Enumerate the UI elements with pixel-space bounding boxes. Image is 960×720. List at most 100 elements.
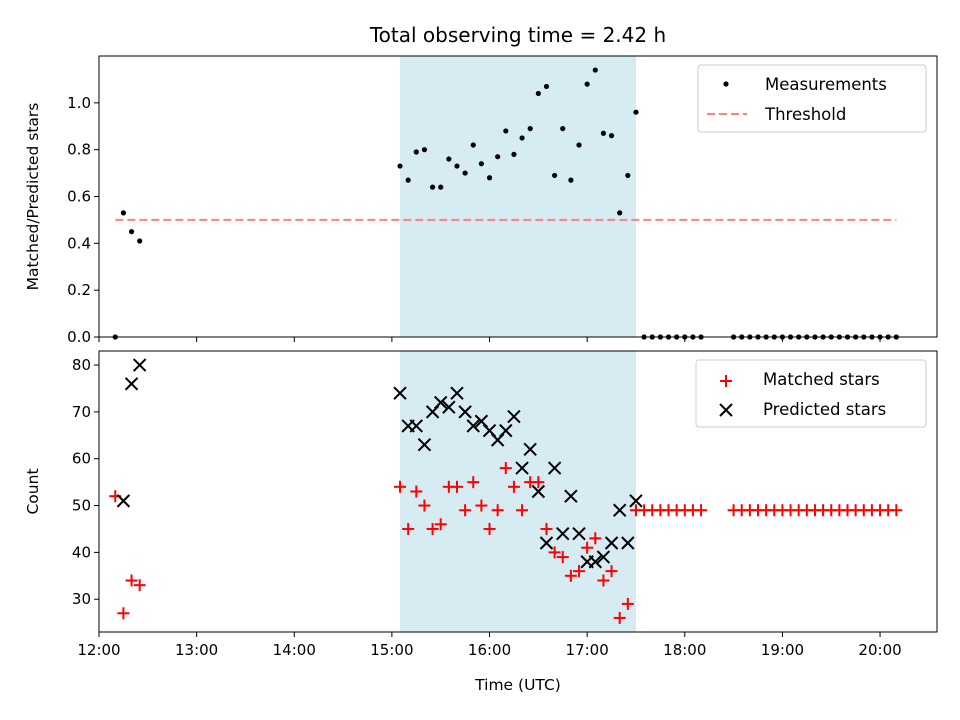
ratio-y-axis-label: Matched/Predicted stars <box>24 103 42 291</box>
measurement-point <box>462 170 468 176</box>
predicted-star-point <box>417 437 432 452</box>
count-x-axis-label: Time (UTC) <box>474 676 561 694</box>
predicted-star-point <box>621 536 635 550</box>
measurement-point <box>625 172 631 179</box>
matched-star-point <box>890 504 903 517</box>
measurement-point <box>584 81 590 87</box>
measurement-point <box>478 161 484 167</box>
measurement-point <box>397 163 403 169</box>
measurement-point <box>568 177 574 183</box>
matched-star-point <box>117 607 130 620</box>
y-tick-label: 70 <box>72 403 91 421</box>
matched-star-point <box>133 579 146 592</box>
y-tick-label: 0.8 <box>67 141 91 159</box>
measurement-point <box>552 172 558 179</box>
ratio-panel: Total observing time = 2.42 h 0.00.20.40… <box>24 23 938 346</box>
matched-star-point <box>402 522 415 535</box>
legend-threshold-label: Threshold <box>764 105 846 124</box>
matched-star-point <box>410 485 423 498</box>
measurement-point <box>405 177 411 183</box>
matched-star-point <box>589 532 602 545</box>
y-tick-label: 0.0 <box>67 328 91 346</box>
predicted-star-point <box>132 358 147 372</box>
count-panel: 30 40 50 60 70 80 12:00 13:00 14:00 15:00 16:00 17… <box>24 350 938 694</box>
x-tick-label: 15:00 <box>370 641 413 659</box>
matched-star-point <box>613 611 626 624</box>
measurement-point <box>495 154 501 160</box>
legend-predicted-marker <box>719 403 733 417</box>
predicted-star-point <box>450 386 464 400</box>
count-legend-box <box>695 359 927 428</box>
matched-star-point <box>605 565 618 578</box>
chart-title: Total observing time = 2.42 h <box>369 23 666 47</box>
predicted-star-point <box>556 526 570 541</box>
matched-star-point <box>556 551 569 564</box>
predicted-star-point <box>116 494 131 508</box>
observing-window-shade <box>400 56 636 337</box>
ratio-legend-box <box>697 64 927 133</box>
measurement-point <box>608 133 615 139</box>
y-tick-label: 80 <box>72 356 91 374</box>
matched-star-point <box>564 569 577 582</box>
matched-star-point <box>394 480 407 493</box>
predicted-star-point <box>515 461 529 475</box>
matched-star-point <box>125 574 138 587</box>
measurement-point <box>592 67 598 73</box>
ratio-legend: Measurements Threshold <box>697 64 927 133</box>
matched-star-point <box>499 462 512 475</box>
predicted-star-point <box>393 386 407 400</box>
measurement-point <box>617 210 623 216</box>
legend-matched-label: Matched stars <box>763 370 880 389</box>
x-tick-label: 13:00 <box>175 641 218 659</box>
measurement-point <box>438 184 444 190</box>
ratio-y-ticks: 0.0 0.2 0.4 0.6 0.8 1.0 <box>67 94 99 346</box>
measurement-point <box>543 83 550 90</box>
predicted-star-point <box>409 419 424 433</box>
matched-star-point <box>467 476 480 489</box>
count-legend: Matched stars Predicted stars <box>695 359 927 428</box>
matched-star-point <box>540 522 553 535</box>
matched-star-point <box>548 546 561 559</box>
measurement-point <box>519 135 525 141</box>
matched-star-point <box>695 504 708 517</box>
count-y-axis-label: Count <box>24 468 42 514</box>
y-tick-label: 40 <box>72 543 91 561</box>
measurement-point <box>446 156 452 162</box>
matched-star-point <box>581 541 594 554</box>
predicted-star-point <box>572 526 586 541</box>
legend-measurements-marker <box>723 81 729 87</box>
measurement-point <box>120 210 127 216</box>
measurement-point <box>576 142 582 148</box>
measurement-point <box>454 163 460 169</box>
measurement-point <box>470 142 476 148</box>
measurement-point <box>503 128 509 134</box>
count-marks <box>109 358 903 624</box>
y-tick-label: 50 <box>72 497 91 515</box>
predicted-star-point <box>596 550 611 564</box>
y-tick-label: 0.4 <box>67 234 91 252</box>
measurement-point <box>486 175 493 181</box>
x-tick-label: 12:00 <box>77 641 120 659</box>
count-y-ticks: 30 40 50 60 70 80 <box>72 356 99 608</box>
measurement-point <box>137 238 143 244</box>
matched-star-point <box>597 574 610 587</box>
ratio-x-ticks <box>98 337 881 342</box>
matched-star-point <box>459 504 472 517</box>
predicted-star-point <box>507 409 521 424</box>
measurement-point <box>421 147 428 153</box>
matched-star-point <box>491 504 504 517</box>
count-axes-frame <box>98 350 938 633</box>
measurement-point <box>633 109 639 115</box>
matched-star-point <box>516 504 529 517</box>
y-tick-label: 30 <box>72 590 91 608</box>
y-tick-label: 60 <box>72 450 91 468</box>
matched-star-point <box>507 480 520 493</box>
legend-predicted-label: Predicted stars <box>763 400 886 419</box>
measurement-point <box>600 130 607 136</box>
x-tick-label: 19:00 <box>761 641 804 659</box>
predicted-star-point <box>604 536 619 550</box>
matched-star-point <box>434 518 447 531</box>
predicted-star-point <box>434 395 448 410</box>
predicted-star-point <box>499 423 513 438</box>
y-tick-label: 1.0 <box>67 94 91 112</box>
